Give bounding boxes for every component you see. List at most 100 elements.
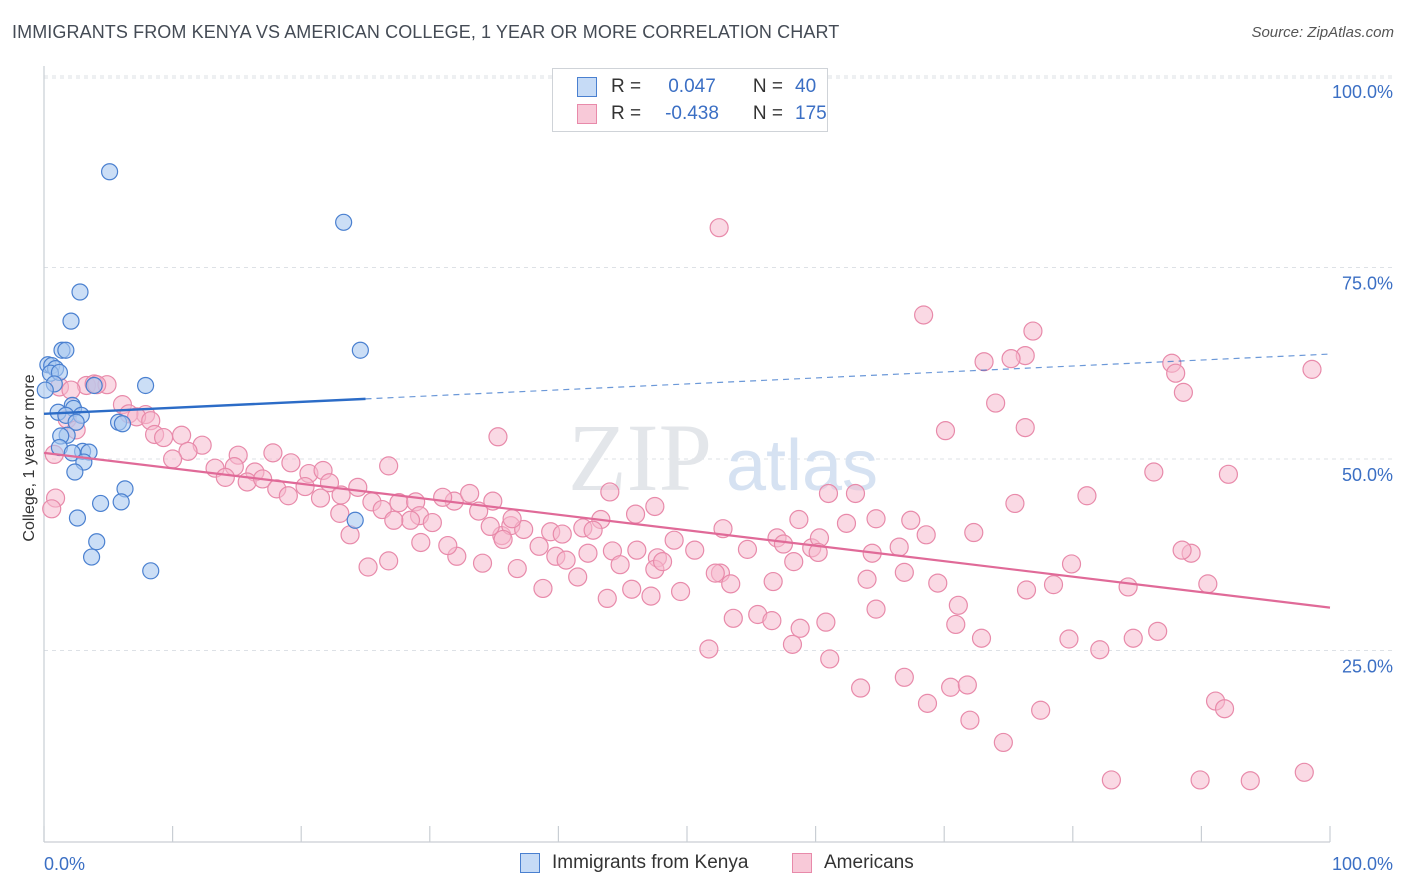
y-tick-label: 25.0%	[1342, 657, 1393, 677]
data-point-americans	[866, 509, 886, 529]
legend-label-kenya: Immigrants from Kenya	[552, 852, 749, 873]
data-point-americans	[946, 614, 966, 635]
data-point-americans	[960, 710, 980, 730]
data-point-americans	[597, 588, 617, 609]
americans-swatch	[577, 104, 597, 124]
trend-line-kenya-extrapolated	[365, 353, 1331, 400]
data-point-americans	[889, 537, 909, 557]
data-point-americans	[153, 427, 174, 448]
data-point-americans	[723, 608, 743, 628]
data-point-americans	[894, 667, 914, 687]
data-point-americans	[941, 677, 961, 697]
n-label: N =	[752, 76, 783, 97]
n-label: N =	[752, 103, 783, 124]
data-point-americans	[1118, 577, 1138, 597]
data-point-americans	[1043, 575, 1064, 595]
stats-row-kenya: R = 0.047 N = 40	[577, 75, 816, 99]
data-point-americans	[1198, 574, 1218, 594]
data-point-americans	[529, 536, 549, 556]
data-point-americans	[610, 555, 630, 575]
americans-points	[42, 218, 1322, 791]
data-point-americans	[699, 639, 719, 659]
data-point-americans	[552, 524, 572, 544]
data-point-americans	[789, 509, 809, 530]
data-point-americans	[782, 634, 803, 654]
data-point-americans	[957, 675, 977, 695]
data-point-americans	[901, 510, 921, 530]
data-point-americans	[1031, 700, 1051, 720]
data-point-kenya	[112, 493, 130, 511]
data-point-americans	[641, 586, 661, 606]
x-tick-label: 100.0%	[1332, 854, 1393, 874]
y-tick-label: 100.0%	[1332, 82, 1393, 102]
data-point-americans	[488, 427, 508, 447]
data-point-kenya	[335, 213, 353, 231]
data-point-americans	[622, 579, 642, 599]
legend-label-americans: Americans	[824, 852, 914, 873]
data-point-americans	[400, 510, 421, 530]
data-point-americans	[42, 499, 62, 519]
data-point-americans	[627, 540, 647, 560]
data-point-americans	[705, 563, 725, 583]
data-point-americans	[493, 529, 513, 550]
data-point-americans	[1005, 493, 1025, 514]
kenya-legend-swatch	[520, 853, 540, 873]
data-point-americans	[310, 488, 331, 508]
y-tick-label: 50.0%	[1342, 465, 1393, 485]
data-point-americans	[763, 571, 783, 592]
data-point-americans	[645, 496, 665, 517]
data-point-americans	[974, 352, 994, 372]
data-point-americans	[583, 520, 603, 540]
data-point-americans	[1001, 349, 1021, 369]
data-point-kenya	[71, 283, 89, 301]
data-point-americans	[986, 393, 1006, 413]
data-point-americans	[971, 628, 992, 648]
data-point-kenya	[351, 341, 369, 359]
data-point-kenya	[68, 509, 87, 527]
data-point-americans	[851, 678, 871, 698]
data-point-americans	[1016, 580, 1037, 600]
data-point-americans	[1240, 771, 1260, 791]
data-point-americans	[433, 487, 453, 507]
data-point-americans	[709, 218, 729, 238]
data-point-americans	[721, 574, 741, 594]
stats-row-americans: R = -0.438 N = 175	[577, 102, 827, 126]
trend-line-americans	[43, 451, 1331, 609]
n-value: 40	[795, 76, 817, 97]
r-value: -0.438	[665, 103, 719, 124]
data-point-americans	[480, 516, 500, 537]
data-point-americans	[172, 425, 192, 445]
tick-labels: 25.0% 50.0% 75.0% 100.0% 0.0% 100.0%	[44, 82, 1393, 874]
kenya-swatch	[577, 77, 597, 97]
data-point-americans	[163, 449, 183, 469]
data-point-americans	[472, 553, 493, 573]
data-point-americans	[460, 483, 480, 504]
data-point-americans	[670, 581, 691, 602]
data-point-americans	[215, 467, 235, 487]
data-point-americans	[578, 543, 598, 563]
data-point-americans	[916, 525, 936, 545]
data-point-americans	[816, 612, 836, 632]
data-point-americans	[737, 539, 758, 559]
data-point-americans	[820, 649, 840, 669]
data-point-americans	[935, 421, 956, 441]
data-point-americans	[664, 530, 684, 550]
r-label: R =	[611, 76, 642, 97]
trend-line-kenya	[43, 397, 366, 416]
data-point-americans	[1061, 554, 1082, 574]
data-point-americans	[917, 693, 938, 713]
data-point-americans	[1015, 417, 1035, 438]
data-point-americans	[808, 542, 828, 563]
data-point-kenya	[136, 376, 155, 395]
data-point-americans	[556, 550, 576, 570]
chart-title: IMMIGRANTS FROM KENYA VS AMERICAN COLLEG…	[12, 22, 840, 42]
y-tick-label: 75.0%	[1342, 274, 1393, 294]
data-point-americans	[295, 476, 315, 497]
data-point-americans	[866, 599, 886, 619]
stats-legend: R = 0.047 N = 40 R = -0.438 N = 175	[552, 68, 828, 132]
data-point-kenya	[91, 494, 110, 513]
data-point-americans	[625, 504, 646, 524]
data-point-americans	[411, 532, 431, 553]
data-point-americans	[818, 483, 839, 504]
